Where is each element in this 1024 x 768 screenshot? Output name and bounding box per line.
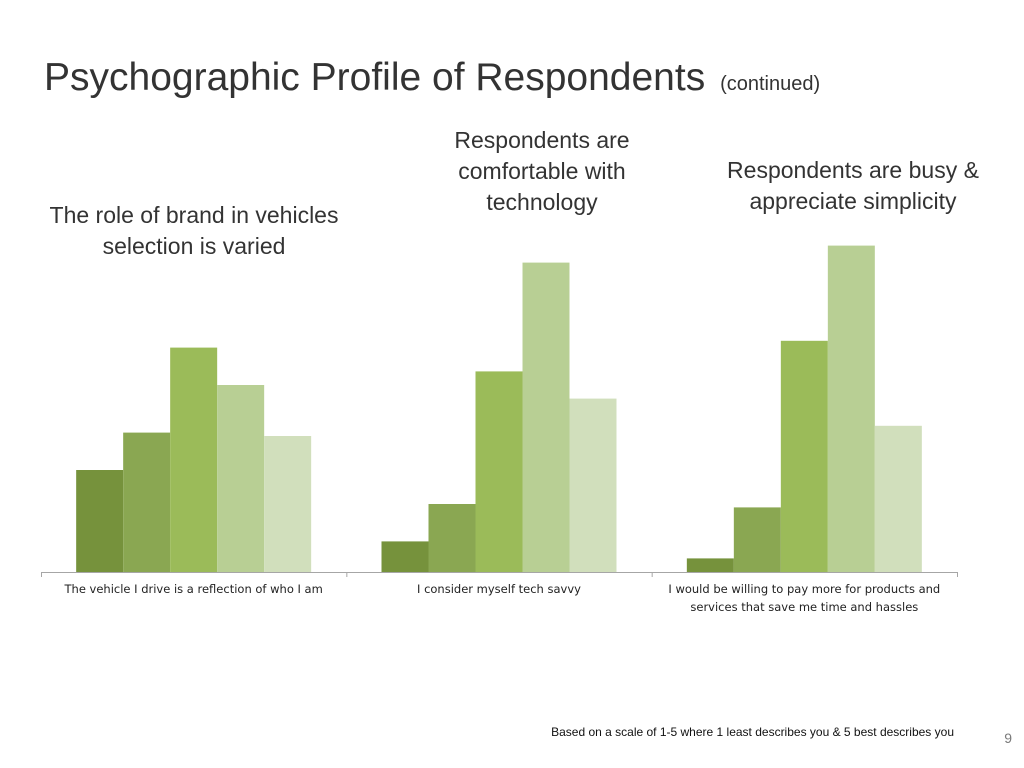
caption-tech: Respondents are comfortable with technol… (454, 127, 630, 215)
category-label-2: I would be willing to pay more for produ… (668, 582, 940, 614)
caption-brand: The role of brand in vehicles selection … (49, 202, 339, 259)
category-label-1: I consider myself tech savvy (417, 582, 581, 596)
slide-title-main: Psychographic Profile of Respondents (44, 56, 706, 99)
bar-0-2 (170, 347, 218, 572)
bar-1-2 (475, 371, 523, 572)
bar-1-4 (569, 398, 617, 572)
bar-2-2 (780, 340, 828, 572)
slide-title-suffix: (continued) (720, 73, 821, 95)
bar-1-0 (381, 541, 429, 572)
bar-0-3 (217, 385, 265, 572)
bar-0-4 (264, 436, 312, 572)
category-label-0: The vehicle I drive is a reflection of w… (64, 582, 323, 596)
page-number: 9 (1004, 730, 1012, 746)
slide-title: Psychographic Profile of Respondents (co… (44, 56, 820, 100)
footnote: Based on a scale of 1-5 where 1 least de… (551, 725, 954, 739)
bar-2-0 (686, 558, 734, 572)
bar-1-3 (522, 262, 570, 572)
bar-0-1 (123, 432, 171, 572)
bar-0-0 (76, 470, 124, 572)
bar-2-4 (874, 425, 922, 572)
bar-2-3 (827, 245, 875, 572)
caption-busy: Respondents are busy & appreciate simpli… (727, 157, 979, 214)
bar-1-1 (428, 504, 476, 572)
bar-2-1 (733, 507, 781, 572)
